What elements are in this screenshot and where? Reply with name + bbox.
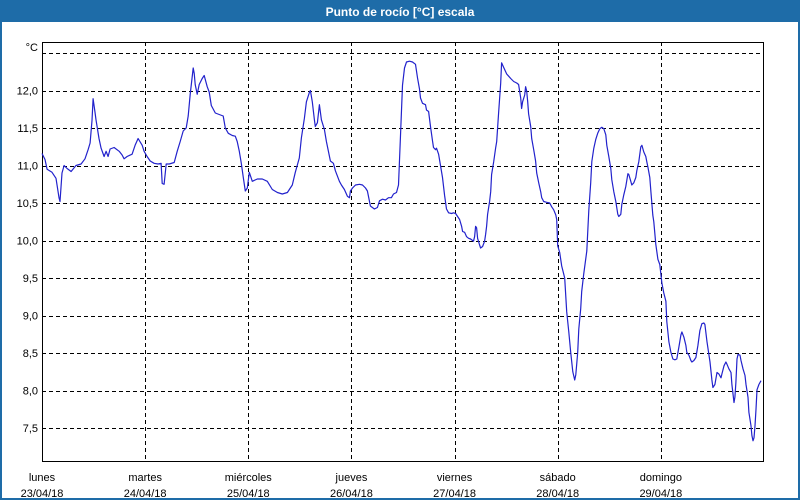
y-tick-label: 9,5 [23,273,38,285]
x-tick-date-label: 25/04/18 [227,488,270,500]
y-axis-labels: °C 12,0 11,5 11,0 10,5 10,0 9,5 9,0 8,5 8,0 7,5 [17,42,38,435]
x-axis-labels: lunes 23/04/18 martes 24/04/18 miércoles 25/0… [21,472,683,500]
y-tick-label: 7,5 [23,423,38,435]
x-tick-day-label: viernes [437,472,473,484]
y-tick-label: 10,0 [17,236,38,248]
y-tick-label: 8,0 [23,386,38,398]
y-axis-unit-label: °C [26,42,38,54]
x-tick-date-label: 23/04/18 [21,488,64,500]
x-tick-day-label: domingo [640,472,682,484]
x-tick-date-label: 24/04/18 [124,488,167,500]
y-tick-label: 12,0 [17,86,38,98]
y-tick-label: 11,5 [17,123,38,135]
x-tick-day-label: sábado [540,472,576,484]
x-tick-day-label: jueves [335,472,368,484]
chart-title-bar: Punto de rocío [°C] escala [2,2,798,22]
x-tick-date-label: 28/04/18 [536,488,579,500]
y-tick-label: 9,0 [23,311,38,323]
x-tick-date-label: 26/04/18 [330,488,373,500]
plot-background [42,42,764,462]
chart-title: Punto de rocío [°C] escala [325,5,475,19]
dew-point-line [41,60,762,442]
x-tick-day-label: miércoles [225,472,273,484]
y-tick-label: 10,5 [17,198,38,210]
plot-border [42,42,764,462]
gridlines [42,42,764,462]
x-tick-date-label: 27/04/18 [433,488,476,500]
x-tick-day-label: lunes [29,472,56,484]
y-tick-label: 11,0 [17,161,38,173]
x-tick-date-label: 29/04/18 [639,488,682,500]
y-tick-label: 8,5 [23,348,38,360]
x-tick-day-label: martes [128,472,162,484]
